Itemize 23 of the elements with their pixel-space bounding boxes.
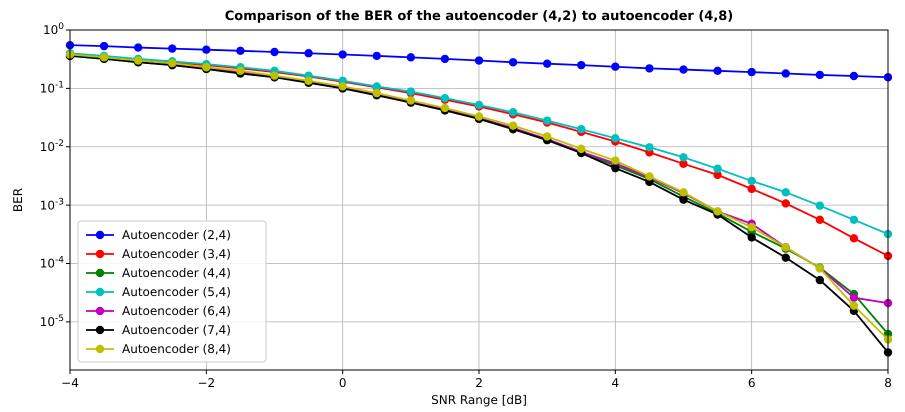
y-axis-title: BER xyxy=(11,188,25,212)
legend-label: Autoencoder (7,4) xyxy=(122,323,231,338)
y-tick-label: 10$^{-1}$ xyxy=(40,80,64,96)
legend-label: Autoencoder (6,4) xyxy=(122,304,231,318)
legend-label: Autoencoder (2,4) xyxy=(122,228,231,242)
x-tick-label: −4 xyxy=(61,376,79,390)
y-tick-label: 10$^{-4}$ xyxy=(40,256,64,271)
chart-title: Comparison of the BER of the autoencoder (4,2) to autoencoder (4,8) xyxy=(224,9,734,24)
x-tick-label: 2 xyxy=(475,376,483,390)
x-tick-label: −2 xyxy=(197,376,216,390)
y-tick-label: 10$^{0}$ xyxy=(42,22,64,38)
x-axis-title: SNR Range [dB] xyxy=(431,393,527,407)
legend-label: Autoencoder (8,4) xyxy=(122,342,231,356)
y-tick-label: 10$^{-5}$ xyxy=(40,314,64,330)
legend-label: Autoencoder (3,4) xyxy=(122,247,231,262)
legend-label: Autoencoder (5,4) xyxy=(122,285,231,300)
y-tick-label: 10$^{-2}$ xyxy=(40,138,64,154)
x-tick-label: 8 xyxy=(884,376,892,390)
legend-label: Autoencoder (4,4) xyxy=(122,266,231,280)
x-tick-label: 0 xyxy=(338,376,346,390)
x-tick-label: 4 xyxy=(612,376,620,390)
y-tick-label: 10$^{-3}$ xyxy=(40,197,64,212)
x-tick-label: 6 xyxy=(748,376,756,390)
